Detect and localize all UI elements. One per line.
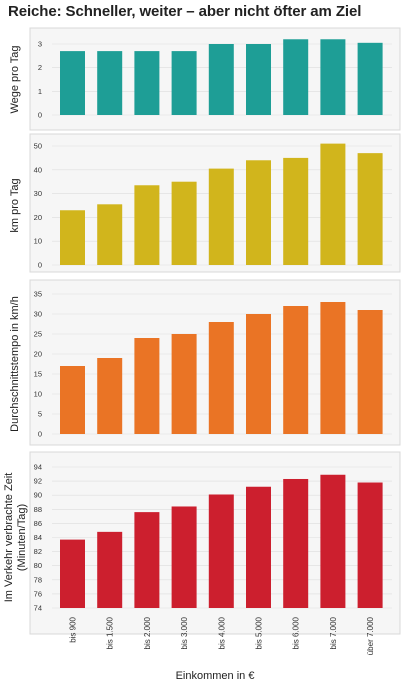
x-axis-label: Einkommen in € <box>176 670 255 682</box>
x-tick-label: bis 3.000 <box>180 616 189 649</box>
y-tick-label: 78 <box>34 575 42 584</box>
bar-4-3 <box>134 512 160 608</box>
y-tick-label: 20 <box>34 350 42 359</box>
y-tick-label: 88 <box>34 505 42 514</box>
y-tick-label: 50 <box>34 142 42 151</box>
y-axis-label: Im Verkehr verbrachte Zeit <box>3 473 15 603</box>
bar-3-4 <box>171 334 197 434</box>
y-tick-label: 84 <box>34 533 42 542</box>
bar-4-6 <box>246 486 271 608</box>
y-tick-label: 5 <box>38 410 42 419</box>
bar-3-8 <box>320 302 346 434</box>
bar-1-3 <box>134 51 160 115</box>
bar-2-8 <box>320 143 346 265</box>
bar-1-1 <box>60 51 85 115</box>
y-tick-label: 20 <box>34 213 42 222</box>
y-tick-label: 0 <box>38 261 42 270</box>
bar-3-1 <box>60 366 85 434</box>
bar-3-3 <box>134 338 160 434</box>
y-axis-label-unit: (Minuten/Tag) <box>16 504 28 571</box>
bar-1-9 <box>357 42 383 115</box>
y-tick-label: 40 <box>34 165 42 174</box>
bar-2-6 <box>246 160 271 265</box>
x-tick-label: bis 6.000 <box>292 616 301 649</box>
bar-1-7 <box>283 39 309 116</box>
y-tick-label: 10 <box>34 390 42 399</box>
bar-4-4 <box>171 506 197 608</box>
y-axis-label: km pro Tag <box>9 178 21 232</box>
bar-3-6 <box>246 314 271 434</box>
x-tick-label: bis 1.500 <box>106 616 115 649</box>
y-tick-label: 94 <box>34 463 42 472</box>
bar-1-5 <box>208 44 234 115</box>
x-tick-label: bis 2.000 <box>143 616 152 649</box>
x-tick-label: bis 5.000 <box>255 616 264 649</box>
y-axis-label: Wege pro Tag <box>9 45 21 113</box>
bar-1-2 <box>97 51 123 115</box>
bar-3-9 <box>357 310 383 434</box>
y-tick-label: 80 <box>34 561 42 570</box>
bar-1-6 <box>246 44 271 115</box>
y-tick-label: 0 <box>38 430 42 439</box>
bar-3-7 <box>283 306 309 434</box>
y-tick-label: 86 <box>34 519 42 528</box>
x-tick-label: über 7.000 <box>366 616 375 655</box>
y-tick-label: 10 <box>34 237 42 246</box>
y-axis-label: Durchschnittstempo in km/h <box>9 296 21 432</box>
x-tick-label: bis 4.000 <box>217 616 226 649</box>
bar-3-5 <box>208 322 234 434</box>
bar-4-5 <box>208 494 234 608</box>
y-tick-label: 25 <box>34 330 42 339</box>
bar-4-9 <box>357 482 383 608</box>
y-tick-label: 74 <box>34 604 42 613</box>
bar-4-8 <box>320 474 346 608</box>
y-tick-label: 3 <box>38 40 42 49</box>
bar-2-5 <box>208 168 234 265</box>
chart-title: Reiche: Schneller, weiter – aber nicht ö… <box>8 3 362 20</box>
bar-1-4 <box>171 51 197 115</box>
y-tick-label: 1 <box>38 87 42 96</box>
y-tick-label: 2 <box>38 63 42 72</box>
bar-3-2 <box>97 358 123 434</box>
y-tick-label: 15 <box>34 370 42 379</box>
bar-4-7 <box>283 478 309 608</box>
bar-4-1 <box>60 539 85 608</box>
bar-2-1 <box>60 210 85 265</box>
bar-2-2 <box>97 204 123 265</box>
y-tick-label: 35 <box>34 290 42 299</box>
x-tick-label: bis 900 <box>69 616 78 642</box>
x-tick-label: bis 7.000 <box>329 616 338 649</box>
bar-2-4 <box>171 181 197 265</box>
bar-2-7 <box>283 157 309 265</box>
bar-4-2 <box>97 531 123 608</box>
y-tick-label: 30 <box>34 189 42 198</box>
y-tick-label: 82 <box>34 547 42 556</box>
bar-2-3 <box>134 185 160 265</box>
y-tick-label: 30 <box>34 310 42 319</box>
y-tick-label: 90 <box>34 491 42 500</box>
y-tick-label: 76 <box>34 589 42 598</box>
y-tick-label: 0 <box>38 111 42 120</box>
bar-2-9 <box>357 153 383 265</box>
bar-1-8 <box>320 39 346 116</box>
y-tick-label: 92 <box>34 477 42 486</box>
